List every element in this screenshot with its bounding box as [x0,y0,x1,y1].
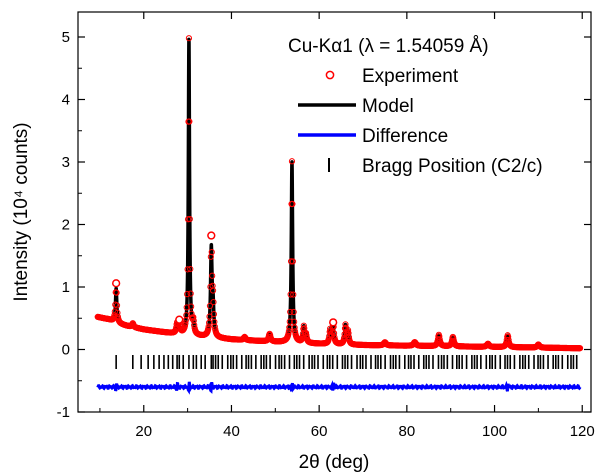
experiment-point [186,215,193,223]
y-axis-label: Intensity (10⁴ counts) [11,122,32,301]
experiment-point [291,318,298,325]
plot-frame [77,11,592,413]
legend-difference-label: Difference [362,126,448,147]
experiment-point [185,35,193,42]
experiment-point [190,314,197,321]
experiment-point [184,266,191,273]
x-axis-label: 2θ (deg) [299,452,370,473]
experiment-point [450,335,457,342]
plot-area: 20 40 60 80 100 120 -1 0 1 2 3 4 5 [57,11,595,440]
y-tick-label: 3 [62,154,70,171]
axis-ticks: 20 40 60 80 100 120 -1 0 1 2 3 4 5 [57,12,595,440]
experiment-point [209,287,217,294]
experiment-point [291,324,298,331]
experiment-point [114,309,121,316]
experiment-point [183,304,190,311]
experiment-point [303,332,310,339]
experiment-point [289,200,296,208]
experiment-point [188,303,195,310]
y-tick-label: -1 [57,404,70,421]
experiment-point [289,258,296,265]
experiment-point [113,302,121,309]
series-bragg-positions [115,355,578,369]
experiment-point [286,318,293,325]
experiment-point [287,291,294,298]
experiment-point [186,118,193,125]
experiment-point [209,272,216,279]
experiment-point [206,302,214,309]
experiment-point [210,298,217,306]
x-tick-label: 60 [311,423,328,440]
x-tick-label: 100 [482,423,507,440]
experiment-peak-point [329,318,338,327]
legend: Cu-Kα1 (λ = 1.54059 Å) Experiment Model … [288,36,543,177]
experiment-point [287,308,294,316]
experiment-peak-point [112,279,121,288]
series-difference [96,380,582,395]
experiment-point [291,328,299,335]
experiment-point [205,325,212,333]
x-tick-label: 20 [135,423,152,440]
experiment-point [288,158,296,165]
experiment-point [330,330,338,337]
x-tick-label: 120 [570,423,595,440]
series-experiment [94,35,584,352]
y-tick-label: 4 [62,92,70,109]
experiment-point [290,291,297,298]
y-tick-label: 2 [62,217,70,234]
experiment-point [190,317,197,324]
experiment-point [210,311,218,318]
y-tick-label: 5 [62,29,70,46]
experiment-point [576,345,584,352]
x-tick-label: 80 [399,423,416,440]
legend-experiment-label: Experiment [362,66,459,87]
experiment-point [345,330,352,337]
series-layer [94,35,584,395]
experiment-point [290,308,297,316]
y-tick-label: 0 [62,342,70,359]
experiment-point [205,323,212,330]
experiment-peak-point [175,315,184,324]
experiment-peak-point [207,231,216,240]
experiment-point [182,320,189,327]
experiment-point [113,289,120,296]
legend-title: Cu-Kα1 (λ = 1.54059 Å) [288,36,489,57]
experiment-point [285,330,292,337]
experiment-point [342,321,349,328]
series-model [96,37,582,350]
experiment-point [300,322,307,329]
experiment-point [208,249,215,256]
experiment-point [285,328,292,335]
legend-model-label: Model [362,96,414,117]
experiment-point [344,327,352,334]
legend-experiment-marker [325,70,335,80]
y-tick-label: 1 [62,279,70,296]
experiment-point [187,265,194,273]
experiment-point [187,290,194,297]
x-tick-label: 40 [223,423,240,440]
experiment-point [184,291,191,298]
experiment-point [211,318,218,326]
legend-bragg-label: Bragg Position (C2/c) [362,156,543,177]
